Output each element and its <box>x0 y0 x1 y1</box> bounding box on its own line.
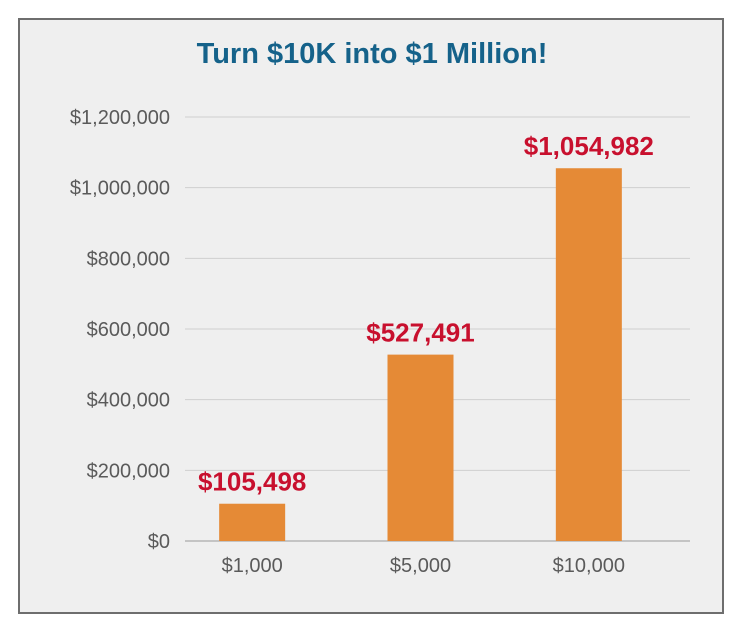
y-tick-label: $0 <box>148 531 170 553</box>
data-label: $105,498 <box>198 467 306 497</box>
y-tick-label: $800,000 <box>87 248 170 270</box>
bar <box>555 168 622 542</box>
data-labels: $105,498 $527,491 $1,054,982 <box>198 131 654 496</box>
y-tick-label: $400,000 <box>87 390 170 412</box>
y-tick-label: $200,000 <box>87 460 170 482</box>
x-axis-ticks: $1,000 $5,000 $10,000 <box>222 555 625 577</box>
bar <box>387 354 454 541</box>
data-label: $527,491 <box>366 318 474 348</box>
bar <box>219 503 286 541</box>
y-tick-label: $600,000 <box>87 319 170 341</box>
x-tick-label: $10,000 <box>553 555 625 577</box>
y-axis-ticks: $0 $200,000 $400,000 $600,000 $800,000 $1,000… <box>70 107 170 553</box>
x-tick-label: $1,000 <box>222 555 283 577</box>
x-tick-label: $5,000 <box>390 555 451 577</box>
y-tick-label: $1,200,000 <box>70 107 170 129</box>
bars <box>219 168 622 542</box>
chart-title: Turn $10K into $1 Million! <box>197 38 548 70</box>
data-label: $1,054,982 <box>524 131 654 161</box>
y-tick-label: $1,000,000 <box>70 178 170 200</box>
